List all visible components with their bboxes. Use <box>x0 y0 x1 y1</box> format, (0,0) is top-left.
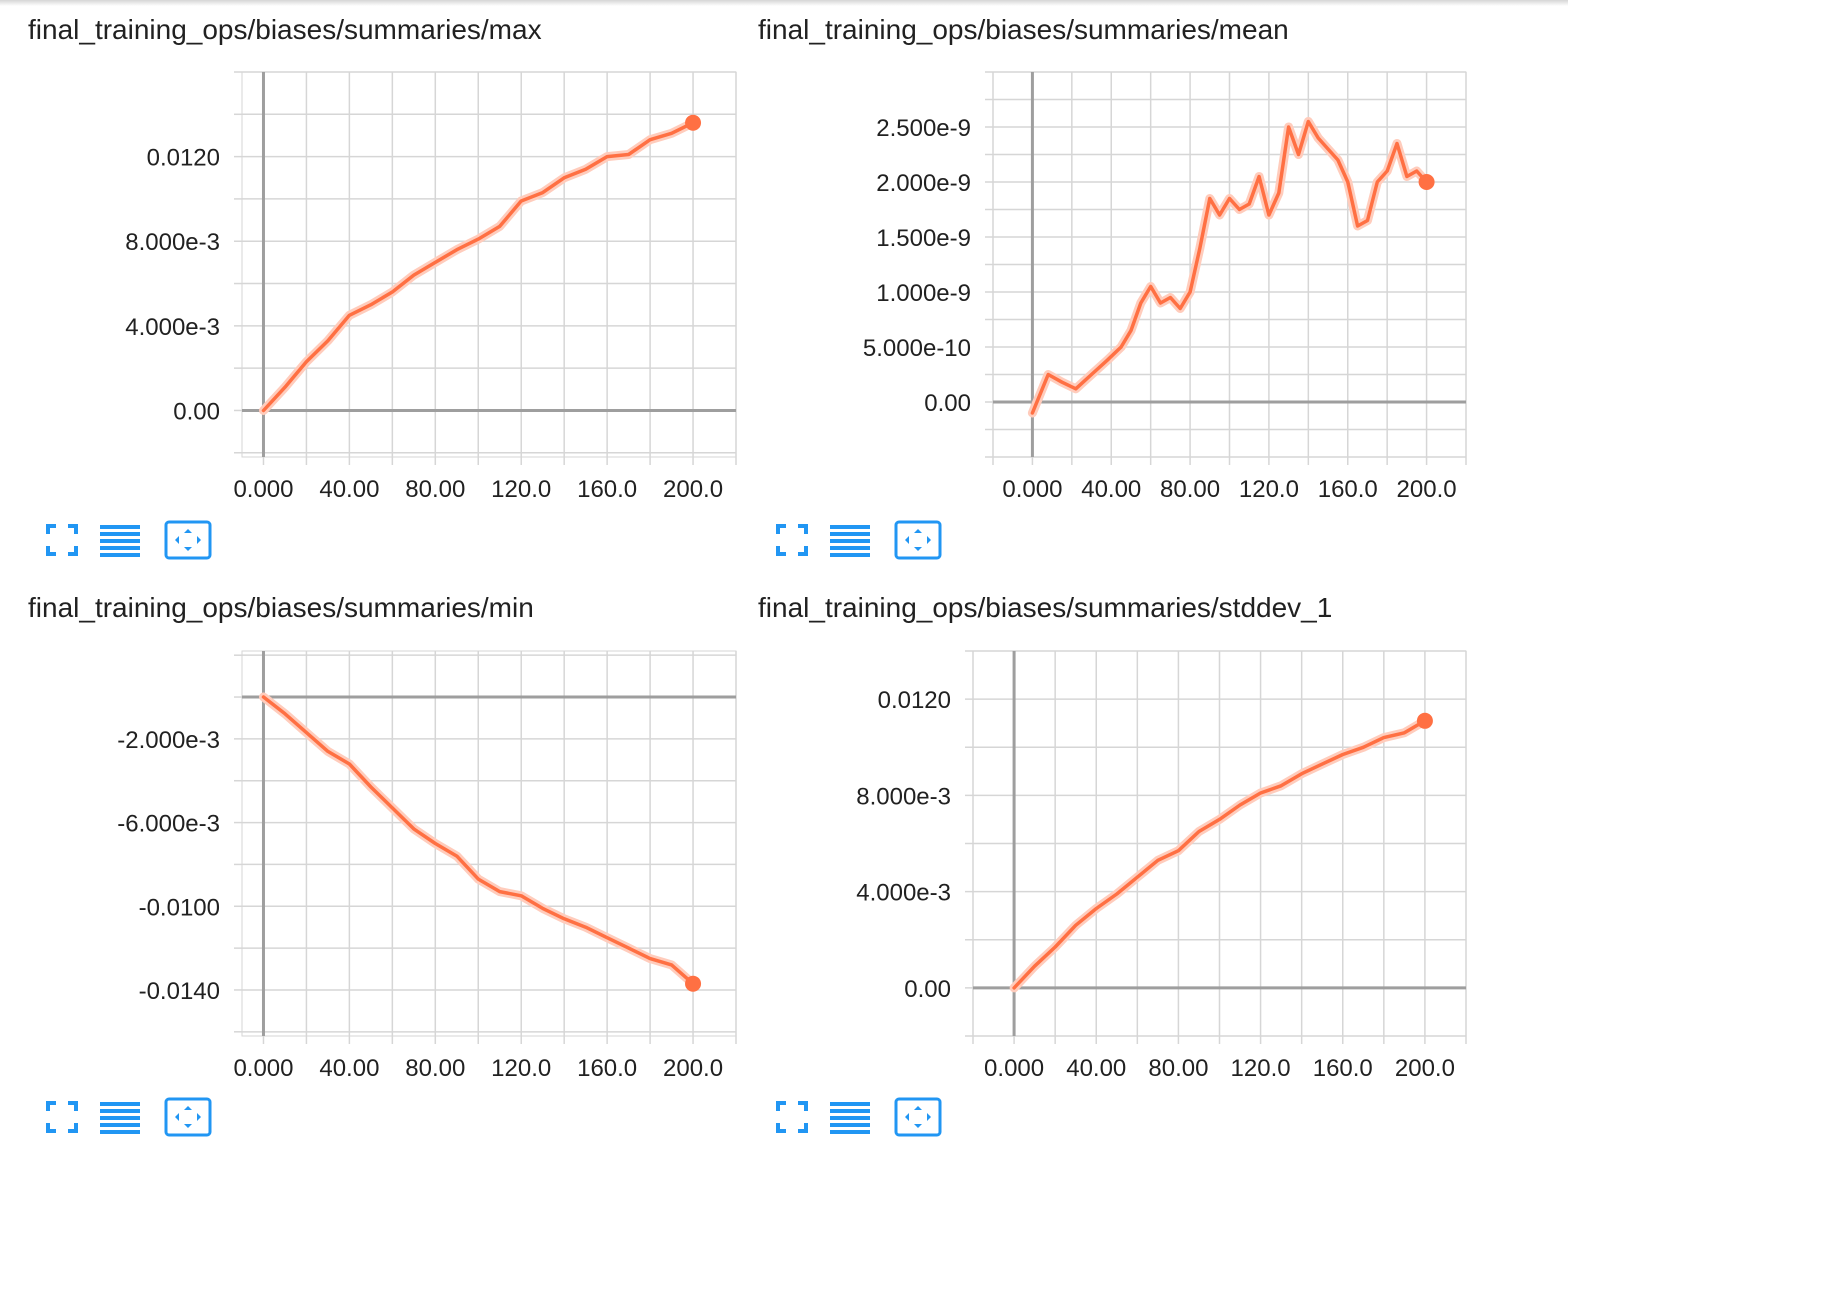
fit-to-data-icon <box>46 1101 78 1133</box>
toggle-y-axis-log-button[interactable] <box>164 520 212 565</box>
chart-toolbar <box>46 520 234 565</box>
series-line-raw <box>259 692 698 989</box>
x-tick-label: 160.0 <box>1313 1055 1373 1082</box>
series-line <box>1030 119 1429 415</box>
fit-to-data-icon <box>776 524 808 556</box>
x-tick-label: 40.00 <box>319 1055 379 1082</box>
toggle-y-axis-log-button[interactable] <box>164 1097 212 1142</box>
y-tick-label: -6.000e-3 <box>117 811 220 838</box>
y-tick-label: 0.00 <box>904 976 951 1003</box>
series-endpoint-marker[interactable] <box>1416 712 1433 729</box>
y-tick-label: 4.000e-3 <box>125 314 220 341</box>
x-tick-label: 200.0 <box>663 1055 723 1082</box>
data-table-button[interactable] <box>100 523 142 562</box>
y-tick-label: 2.500e-9 <box>876 115 971 142</box>
series-line-raw <box>1009 716 1430 993</box>
data-table-button[interactable] <box>100 1100 142 1139</box>
fit-to-data-button[interactable] <box>776 1101 808 1138</box>
x-tick-label: 0.000 <box>984 1055 1044 1082</box>
x-tick-label: 200.0 <box>1395 1055 1455 1082</box>
chart-title: final_training_ops/biases/summaries/mean <box>758 14 1289 45</box>
y-tick-label: 1.000e-9 <box>876 280 971 307</box>
toggle-y-axis-log-icon <box>164 1097 212 1137</box>
toggle-y-axis-log-button[interactable] <box>894 1097 942 1142</box>
x-tick-label: 0.000 <box>233 476 293 503</box>
data-table-icon <box>830 1102 870 1134</box>
series-line <box>261 121 695 413</box>
series-line-raw <box>259 118 698 415</box>
x-tick-label: 40.00 <box>1066 1055 1126 1082</box>
x-tick-label: 160.0 <box>577 1055 637 1082</box>
x-tick-label: 80.00 <box>405 1055 465 1082</box>
y-tick-label: 0.00 <box>924 390 971 417</box>
toggle-y-axis-log-icon <box>894 1097 942 1137</box>
chart-toolbar <box>776 1097 964 1142</box>
plot-frame <box>972 650 1467 1037</box>
fit-to-data-button[interactable] <box>46 1101 78 1138</box>
data-table-icon <box>830 525 870 557</box>
x-tick-label: 120.0 <box>491 476 551 503</box>
top-shadow <box>0 0 1568 6</box>
x-tick-label: 120.0 <box>491 1055 551 1082</box>
y-tick-label: -2.000e-3 <box>117 727 220 754</box>
y-tick-label: -0.0140 <box>139 978 220 1005</box>
y-tick-label: 0.0120 <box>147 145 220 172</box>
x-tick-label: 120.0 <box>1239 476 1299 503</box>
y-tick-label: 8.000e-3 <box>125 229 220 256</box>
data-table-button[interactable] <box>830 1100 872 1139</box>
y-tick-label: 1.500e-9 <box>876 225 971 252</box>
chart-toolbar <box>46 1097 234 1142</box>
data-table-button[interactable] <box>830 523 872 562</box>
y-tick-label: 8.000e-3 <box>856 783 951 810</box>
x-tick-label: 200.0 <box>663 476 723 503</box>
series-line <box>1012 719 1427 990</box>
series-line <box>261 695 695 986</box>
y-tick-label: 0.00 <box>173 398 220 425</box>
x-tick-label: 0.000 <box>1002 476 1062 503</box>
x-tick-label: 0.000 <box>233 1055 293 1082</box>
fit-to-data-icon <box>46 524 78 556</box>
toggle-y-axis-log-icon <box>894 520 942 560</box>
x-tick-label: 120.0 <box>1231 1055 1291 1082</box>
x-tick-label: 80.00 <box>405 476 465 503</box>
data-table-icon <box>100 525 140 557</box>
series-endpoint-marker[interactable] <box>1418 174 1435 190</box>
x-tick-label: 200.0 <box>1397 476 1457 503</box>
y-tick-label: 5.000e-10 <box>863 335 971 362</box>
chart-title: final_training_ops/biases/summaries/min <box>28 592 534 623</box>
plot-frame <box>241 71 737 458</box>
toggle-y-axis-log-icon <box>164 520 212 560</box>
plot-frame <box>241 650 737 1037</box>
x-tick-label: 40.00 <box>1081 476 1141 503</box>
y-tick-label: 4.000e-3 <box>856 880 951 907</box>
data-table-icon <box>100 1102 140 1134</box>
y-tick-label: -0.0100 <box>139 894 220 921</box>
toggle-y-axis-log-button[interactable] <box>894 520 942 565</box>
plot-frame <box>992 71 1467 458</box>
series-line-raw <box>1027 117 1432 418</box>
series-endpoint-marker[interactable] <box>685 114 702 131</box>
fit-to-data-button[interactable] <box>46 524 78 561</box>
y-tick-label: 2.000e-9 <box>876 170 971 197</box>
x-tick-label: 40.00 <box>319 476 379 503</box>
chart-toolbar <box>776 520 964 565</box>
x-tick-label: 80.00 <box>1160 476 1220 503</box>
fit-to-data-button[interactable] <box>776 524 808 561</box>
fit-to-data-icon <box>776 1101 808 1133</box>
series-endpoint-marker[interactable] <box>685 975 702 992</box>
chart-title: final_training_ops/biases/summaries/max <box>28 14 542 45</box>
x-tick-label: 80.00 <box>1148 1055 1208 1082</box>
x-tick-label: 160.0 <box>1318 476 1378 503</box>
chart-title: final_training_ops/biases/summaries/stdd… <box>758 592 1333 623</box>
x-tick-label: 160.0 <box>577 476 637 503</box>
y-tick-label: 0.0120 <box>878 687 951 714</box>
